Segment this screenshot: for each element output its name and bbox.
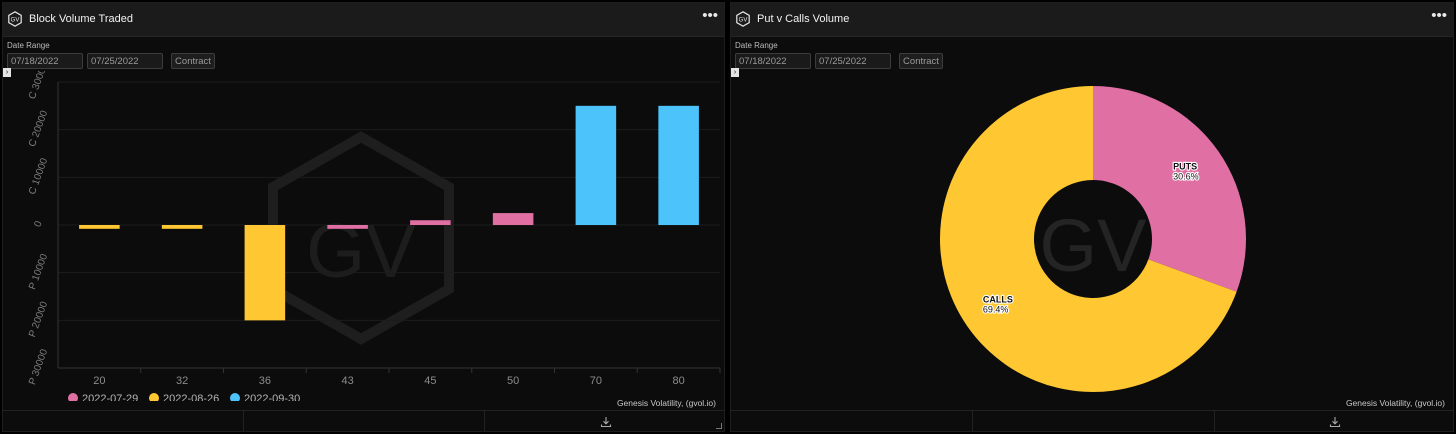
date-range-label: Date Range (735, 41, 778, 50)
legend-swatch (68, 393, 78, 401)
y-tick-label: C 30000 (27, 71, 50, 101)
watermark-text: GV (306, 209, 416, 294)
contract-button[interactable]: Contract (171, 53, 215, 69)
bar (244, 225, 286, 321)
panel-header: GV Put v Calls Volume ••• (731, 3, 1453, 37)
panel-title: Block Volume Traded (29, 13, 133, 25)
slice-label: PUTS (1173, 162, 1197, 172)
more-menu-icon[interactable]: ••• (1431, 7, 1447, 24)
y-tick-label: 0 (33, 219, 45, 228)
bar (658, 105, 699, 225)
panel-title: Put v Calls Volume (757, 13, 850, 25)
pie-slice (940, 86, 1237, 392)
x-tick-label: 80 (673, 375, 685, 387)
legend-label: 2022-07-29 (82, 393, 138, 401)
bar (79, 225, 120, 229)
end-date-input[interactable] (815, 53, 891, 69)
slice-value-label: 69.4% (983, 304, 1009, 314)
block-volume-chart: GV C 30000 C 20000 C 10000 0 P 10000 P 20000 P… (27, 71, 721, 401)
resize-handle[interactable] (716, 423, 722, 429)
y-tick-label: P 30000 (27, 347, 50, 386)
start-date-input[interactable] (735, 53, 811, 69)
more-menu-icon[interactable]: ••• (702, 7, 718, 24)
block-volume-panel: GV Block Volume Traded ••• Date Range Co… (2, 2, 725, 432)
bar (327, 225, 368, 229)
expand-toggle-icon[interactable]: › (3, 68, 11, 77)
end-date-input[interactable] (87, 53, 163, 69)
download-icon[interactable] (1329, 416, 1341, 428)
legend-label: 2022-09-30 (244, 393, 300, 401)
slice-label: CALLS (983, 294, 1013, 304)
panel-footer (3, 410, 724, 431)
watermark-text: GV (1040, 204, 1148, 287)
start-date-input[interactable] (7, 53, 83, 69)
put-v-calls-panel: GV Put v Calls Volume ••• Date Range Con… (730, 2, 1454, 432)
svg-text:GV: GV (11, 17, 20, 23)
contract-button[interactable]: Contract (899, 53, 943, 69)
y-tick-label: C 10000 (27, 156, 50, 196)
svg-text:GV: GV (739, 17, 748, 23)
x-tick-label: 50 (507, 375, 519, 387)
x-tick-label: 32 (176, 375, 188, 387)
y-tick-label: C 20000 (27, 109, 50, 149)
bar (410, 220, 451, 225)
x-tick-label: 45 (424, 375, 436, 387)
watermark: GV (268, 131, 454, 345)
x-tick-label: 20 (93, 375, 105, 387)
legend-label: 2022-08-26 (163, 393, 219, 401)
x-tick-label: 70 (590, 375, 602, 387)
legend-swatch (230, 393, 240, 401)
y-tick-label: P 20000 (27, 300, 50, 339)
panel-header: GV Block Volume Traded ••• (3, 3, 724, 37)
source-credit: Genesis Volatility, (gvol.io) (616, 398, 716, 408)
bar (161, 225, 203, 229)
x-tick-label: 36 (259, 375, 271, 387)
gv-logo-icon: GV (736, 11, 750, 27)
bar (575, 105, 617, 225)
slice-value-label: 30.6% (1173, 172, 1199, 182)
bar (492, 213, 534, 225)
pie-slice (1093, 86, 1246, 292)
legend-swatch (149, 393, 159, 401)
panel-footer (731, 410, 1453, 431)
download-icon[interactable] (600, 416, 612, 428)
x-tick-label: 43 (342, 375, 354, 387)
date-range-label: Date Range (7, 41, 50, 50)
y-tick-label: P 10000 (27, 252, 50, 291)
gv-logo-icon: GV (8, 11, 22, 27)
watermark-hexagon (268, 131, 454, 345)
expand-toggle-icon[interactable]: › (731, 68, 739, 77)
source-credit: Genesis Volatility, (gvol.io) (1345, 398, 1445, 408)
